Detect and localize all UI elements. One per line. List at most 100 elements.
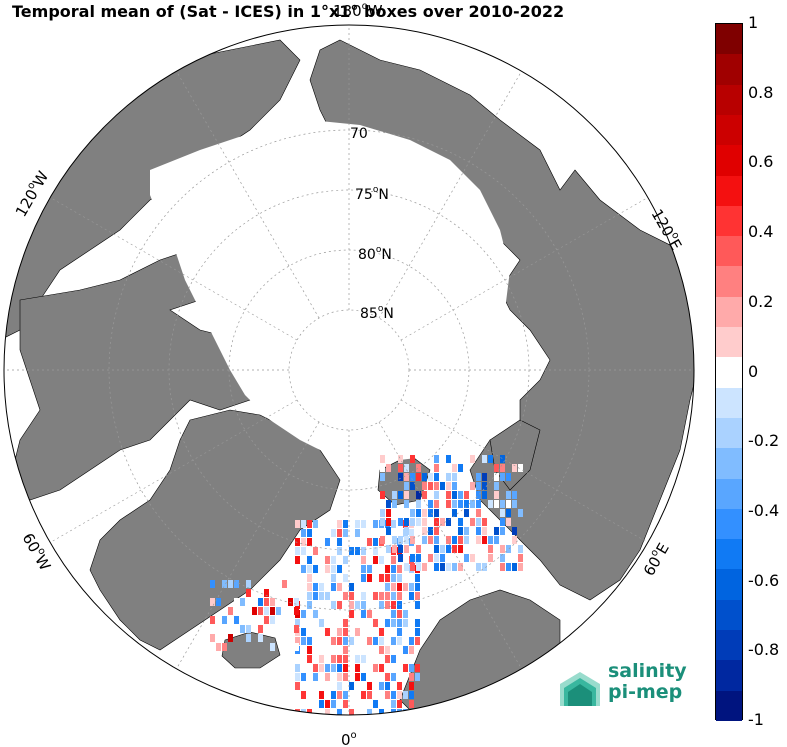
data-box bbox=[404, 563, 409, 571]
data-box bbox=[337, 691, 342, 699]
colorbar-segment bbox=[716, 175, 742, 207]
colorbar-tick-label: 0.6 bbox=[748, 152, 774, 172]
data-box bbox=[391, 601, 396, 609]
data-box bbox=[325, 673, 330, 681]
data-box bbox=[385, 538, 390, 546]
data-box bbox=[319, 691, 324, 699]
data-box bbox=[397, 664, 402, 672]
data-box bbox=[258, 625, 263, 633]
data-box bbox=[397, 565, 402, 573]
data-box bbox=[361, 565, 366, 573]
data-box bbox=[385, 691, 390, 699]
data-box bbox=[404, 491, 409, 499]
data-box bbox=[410, 509, 415, 517]
data-box bbox=[367, 610, 372, 618]
data-box bbox=[458, 464, 463, 472]
data-box bbox=[506, 545, 511, 553]
data-box bbox=[452, 500, 457, 508]
data-box bbox=[404, 536, 409, 544]
data-box bbox=[343, 664, 348, 672]
data-box bbox=[440, 545, 445, 553]
data-box bbox=[319, 628, 324, 636]
data-box bbox=[361, 574, 366, 582]
data-box bbox=[337, 547, 342, 555]
data-box bbox=[398, 455, 403, 463]
data-box bbox=[307, 700, 312, 708]
data-box bbox=[295, 520, 300, 528]
data-box bbox=[246, 634, 251, 642]
data-box bbox=[258, 607, 263, 615]
data-box bbox=[307, 574, 312, 582]
data-box bbox=[379, 646, 384, 654]
data-box bbox=[470, 554, 475, 562]
salinity-pimep-logo-icon bbox=[560, 672, 600, 706]
data-box bbox=[385, 574, 390, 582]
data-box bbox=[470, 518, 475, 526]
data-box bbox=[446, 473, 451, 481]
data-box bbox=[452, 545, 457, 553]
data-box bbox=[410, 455, 415, 463]
data-box bbox=[416, 509, 421, 517]
data-box bbox=[403, 583, 408, 591]
data-box bbox=[410, 518, 415, 526]
data-box bbox=[464, 509, 469, 517]
data-box bbox=[404, 500, 409, 508]
data-box bbox=[386, 527, 391, 535]
data-box bbox=[307, 529, 312, 537]
data-box bbox=[343, 709, 348, 715]
colorbar-tick-label: 1 bbox=[748, 13, 759, 32]
data-box bbox=[270, 616, 275, 624]
data-box bbox=[398, 518, 403, 526]
data-box bbox=[415, 574, 420, 582]
data-box bbox=[325, 700, 330, 708]
data-box bbox=[500, 473, 505, 481]
data-box bbox=[373, 619, 378, 627]
data-box bbox=[391, 637, 396, 645]
data-box bbox=[404, 545, 409, 553]
data-box bbox=[422, 455, 427, 463]
data-box bbox=[355, 628, 360, 636]
data-box bbox=[373, 547, 378, 555]
data-box bbox=[264, 607, 269, 615]
data-box bbox=[319, 619, 324, 627]
data-box bbox=[428, 527, 433, 535]
colorbar-segment bbox=[716, 660, 742, 692]
data-box bbox=[307, 583, 312, 591]
data-box bbox=[446, 491, 451, 499]
data-box bbox=[337, 583, 342, 591]
colorbar-segment bbox=[716, 387, 742, 419]
data-box bbox=[403, 619, 408, 627]
data-box bbox=[216, 598, 221, 606]
data-box bbox=[252, 616, 257, 624]
data-box bbox=[367, 592, 372, 600]
colorbar-segment bbox=[716, 357, 742, 389]
data-box bbox=[488, 554, 493, 562]
data-box bbox=[380, 455, 385, 463]
data-box bbox=[422, 527, 427, 535]
data-box bbox=[301, 610, 306, 618]
data-box bbox=[282, 580, 287, 588]
data-box bbox=[385, 592, 390, 600]
data-box bbox=[337, 565, 342, 573]
data-box bbox=[349, 610, 354, 618]
data-box bbox=[228, 580, 233, 588]
data-box bbox=[361, 556, 366, 564]
data-box bbox=[246, 625, 251, 633]
colorbar-segment bbox=[716, 417, 742, 449]
data-box bbox=[361, 592, 366, 600]
data-box bbox=[307, 565, 312, 573]
data-box bbox=[416, 545, 421, 553]
colorbar-tick-label: 0 bbox=[748, 361, 759, 381]
data-box bbox=[518, 545, 523, 553]
data-box bbox=[397, 592, 402, 600]
data-box bbox=[361, 547, 366, 555]
data-box bbox=[494, 482, 499, 490]
data-box bbox=[361, 520, 366, 528]
data-box bbox=[264, 598, 269, 606]
data-box bbox=[386, 509, 391, 517]
data-box bbox=[343, 628, 348, 636]
data-box bbox=[446, 518, 451, 526]
data-box bbox=[518, 464, 523, 472]
data-box bbox=[428, 554, 433, 562]
data-box bbox=[415, 628, 420, 636]
